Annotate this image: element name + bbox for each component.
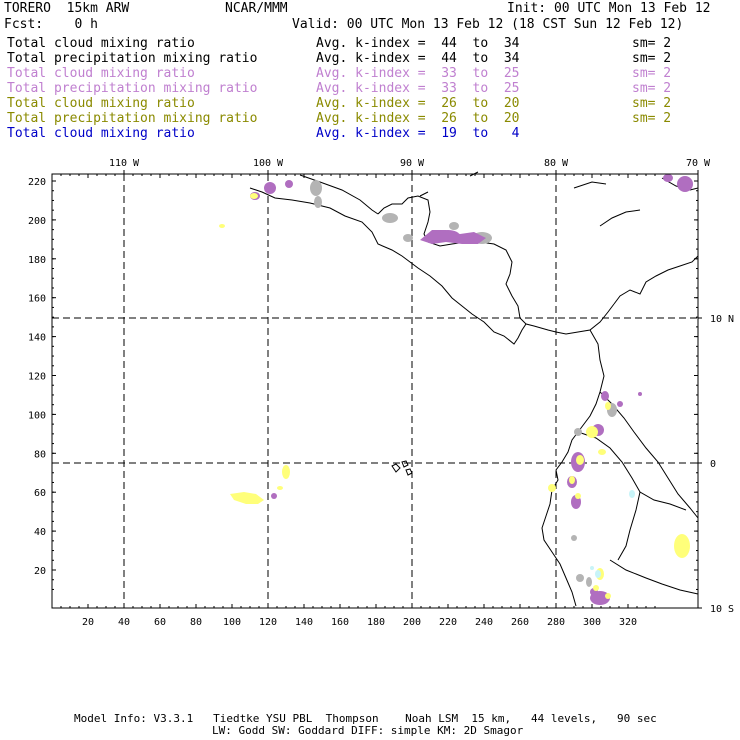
x-tick-label: 320 xyxy=(619,617,637,628)
bolivia-border xyxy=(609,559,699,595)
x-tick-label: 20 xyxy=(82,617,94,628)
gulf-coast xyxy=(299,174,379,215)
legend-field: Total precipitation mixing ratio xyxy=(7,111,258,126)
lon-label: 70 W xyxy=(686,158,711,169)
lon-label: 100 W xyxy=(253,158,284,169)
x-tick-label: 100 xyxy=(223,617,241,628)
legend-range: Avg. k-index = 26 to 20 xyxy=(316,111,520,126)
y-tick-label: 120 xyxy=(28,372,46,383)
init-time: Init: 00 UTC Mon 13 Feb 12 xyxy=(507,1,711,16)
x-tick-label: 240 xyxy=(475,617,493,628)
x-tick-label: 280 xyxy=(547,617,565,628)
lat-label: 0 xyxy=(710,459,716,470)
y-tick-label: 140 xyxy=(28,333,46,344)
physics-info: LW: Godd SW: Goddard DIFF: simple KM: 2D… xyxy=(212,724,524,737)
legend-range: Avg. k-index = 26 to 20 xyxy=(316,96,520,111)
legend-field: Total precipitation mixing ratio xyxy=(7,81,258,96)
x-tick-label: 180 xyxy=(367,617,385,628)
y-tick-label: 20 xyxy=(34,566,46,577)
lat-label: 10 N xyxy=(710,314,734,325)
x-tick-label: 300 xyxy=(583,617,601,628)
lat-label: 10 S xyxy=(710,604,734,615)
axis-labels: 110 W 100 W 90 W 80 W 70 W 10 N 0 10 S 220 200 180… xyxy=(28,158,734,628)
x-tick-label: 260 xyxy=(511,617,529,628)
y-tick-label: 60 xyxy=(34,488,46,499)
legend-sm: sm= 2 xyxy=(632,81,672,96)
south-america-west-coast xyxy=(541,329,605,607)
caribbean-islands xyxy=(419,171,699,227)
y-tick-label: 200 xyxy=(28,216,46,227)
model-info: Model Info: V3.3.1 Tiedtke YSU PBL Thomp… xyxy=(74,712,657,725)
legend-range: Avg. k-index = 33 to 25 xyxy=(316,66,520,81)
galapagos-islands xyxy=(391,460,413,476)
x-tick-label: 80 xyxy=(190,617,202,628)
peru-border xyxy=(577,431,687,511)
lon-label: 90 W xyxy=(400,158,425,169)
x-tick-label: 200 xyxy=(403,617,421,628)
legend-sm: sm= 2 xyxy=(632,51,672,66)
y-tick-label: 160 xyxy=(28,294,46,305)
y-tick-label: 80 xyxy=(34,449,46,460)
y-tick-label: 100 xyxy=(28,410,46,421)
axis-ticks xyxy=(52,170,702,609)
x-tick-label: 40 xyxy=(118,617,130,628)
cyan-areas xyxy=(590,490,635,578)
colombia-venezuela-coast xyxy=(613,255,699,305)
legend-field: Total cloud mixing ratio xyxy=(7,66,195,81)
yucatan-coast xyxy=(377,195,527,325)
legend-field: Total cloud mixing ratio xyxy=(7,126,195,141)
y-tick-label: 180 xyxy=(28,255,46,266)
legend-range: Avg. k-index = 44 to 34 xyxy=(316,51,520,66)
model-title: TORERO 15km ARW xyxy=(4,1,130,16)
legend-range: Avg. k-index = 44 to 34 xyxy=(316,36,520,51)
x-tick-label: 60 xyxy=(154,617,166,628)
legend-sm: sm= 2 xyxy=(632,96,672,111)
brazil-border xyxy=(617,491,641,561)
yellow-areas xyxy=(219,193,690,599)
y-tick-label: 220 xyxy=(28,177,46,188)
x-tick-label: 120 xyxy=(259,617,277,628)
andes-border xyxy=(599,391,699,519)
x-tick-label: 160 xyxy=(331,617,349,628)
legend-field: Total cloud mixing ratio xyxy=(7,96,195,111)
lon-label: 110 W xyxy=(109,158,140,169)
legend-range: Avg. k-index = 19 to 4 xyxy=(316,126,520,141)
x-tick-label: 140 xyxy=(295,617,313,628)
legend-sm: sm= 2 xyxy=(632,66,672,81)
legend-sm: sm= 2 xyxy=(632,36,672,51)
purple-areas xyxy=(250,174,693,605)
legend-range: Avg. k-index = 33 to 25 xyxy=(316,81,520,96)
valid-time: Valid: 00 UTC Mon 13 Feb 12 (18 CST Sun … xyxy=(292,17,684,32)
central-america-coast xyxy=(249,187,615,345)
y-tick-label: 40 xyxy=(34,527,46,538)
legend-sm: sm= 2 xyxy=(632,111,672,126)
legend-field: Total precipitation mixing ratio xyxy=(7,51,258,66)
forecast-hour: Fcst: 0 h xyxy=(4,17,98,32)
lon-label: 80 W xyxy=(544,158,569,169)
legend-field: Total cloud mixing ratio xyxy=(7,36,195,51)
gridlines xyxy=(52,174,698,608)
mixing-ratio-fills xyxy=(219,174,693,605)
organization: NCAR/MMM xyxy=(225,1,288,16)
plot-frame xyxy=(51,173,699,609)
x-tick-label: 220 xyxy=(439,617,457,628)
